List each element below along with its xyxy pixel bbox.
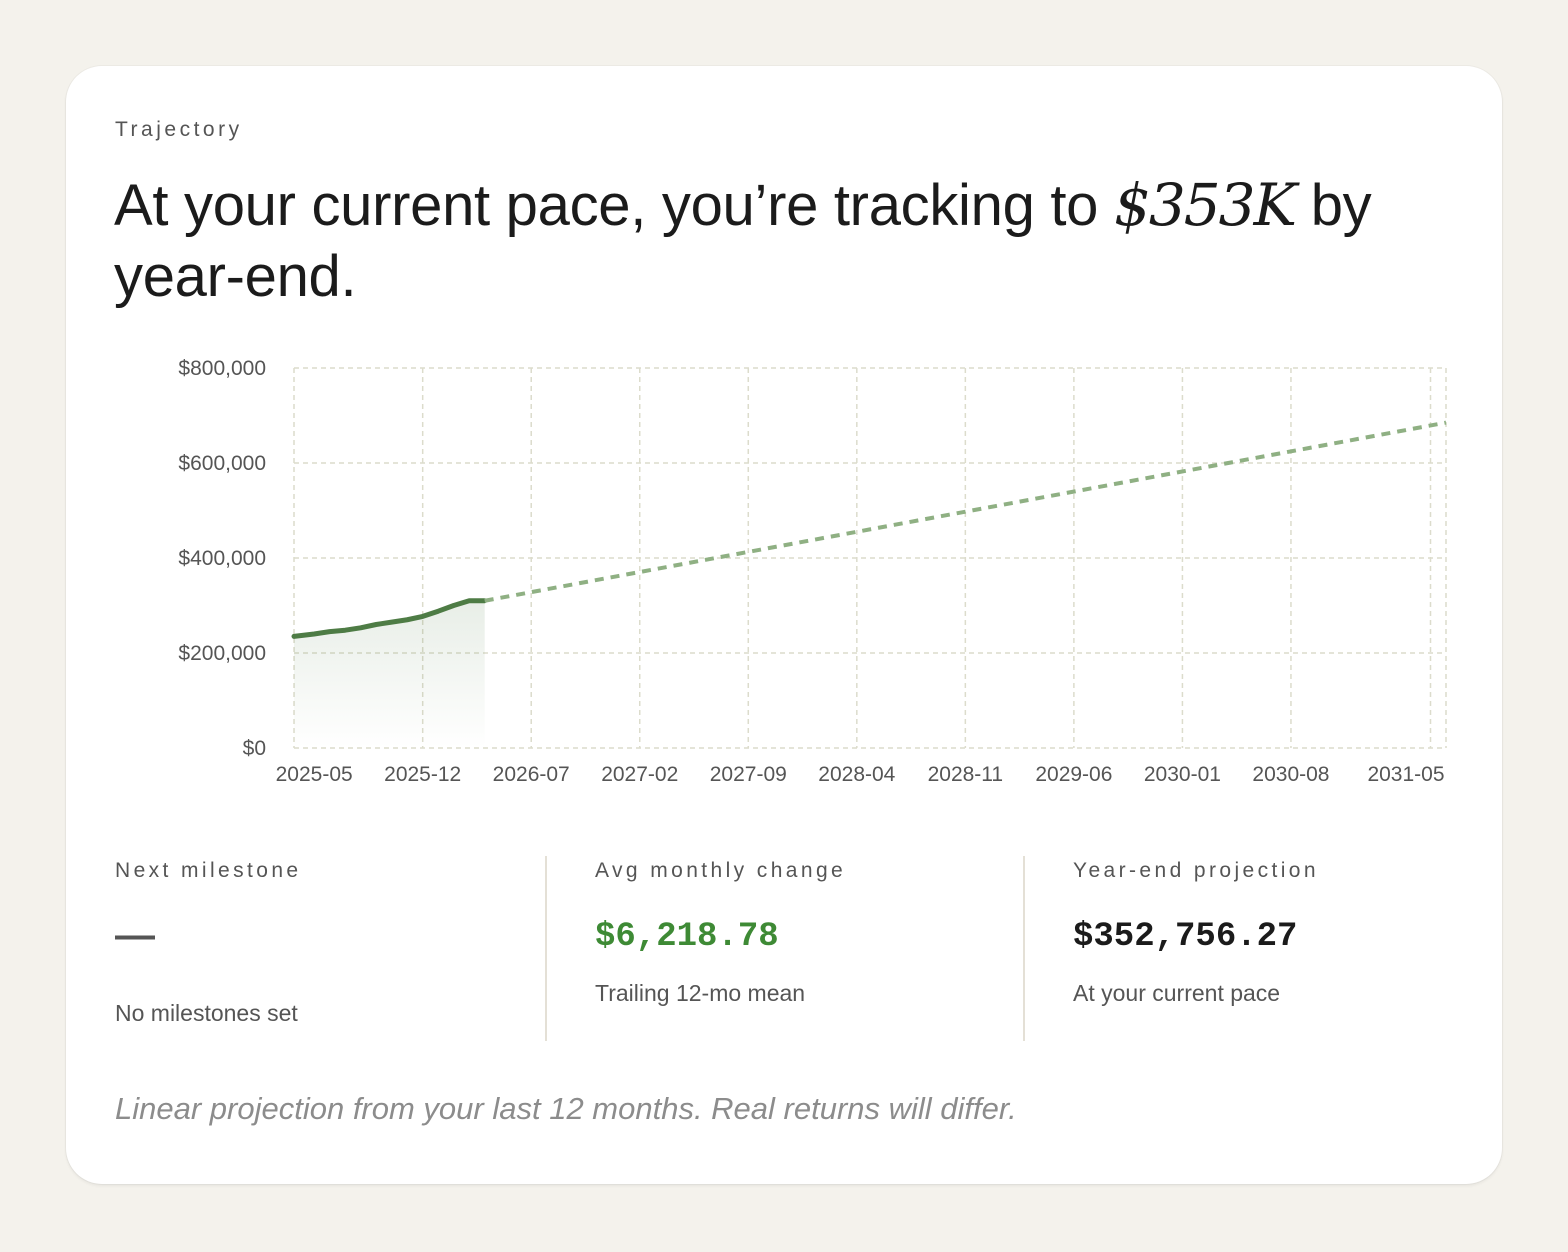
stat-avg-monthly-change: Avg monthly change $6,218.78 Trailing 12… <box>545 856 1023 1041</box>
headline-text-end: by year-end. <box>114 173 1372 309</box>
headline: At your current pace, you’re tracking to… <box>114 170 1444 312</box>
trajectory-card: Trajectory At your current pace, you’re … <box>66 66 1502 1184</box>
x-tick-label: 2027-02 <box>601 763 678 786</box>
x-tick-label: 2030-01 <box>1144 763 1221 786</box>
stat-value: — <box>115 913 155 957</box>
stats-row: Next milestone — No milestones set Avg m… <box>66 856 1502 1041</box>
footnote: Linear projection from your last 12 mont… <box>115 1091 1017 1126</box>
stat-value: $352,756.27 <box>1073 918 1298 956</box>
x-tick-label: 2029-06 <box>1035 763 1112 786</box>
history-line <box>291 598 488 639</box>
y-tick-label: $200,000 <box>178 642 266 665</box>
stat-label: Avg monthly change <box>595 859 847 882</box>
x-tick-label: 2028-11 <box>928 763 1004 786</box>
stat-subtext: At your current pace <box>1073 980 1281 1006</box>
stat-label: Next milestone <box>115 859 302 882</box>
stat-year-end-projection: Year-end projection $352,756.27 At your … <box>1023 856 1453 1041</box>
y-tick-label: $800,000 <box>178 358 266 380</box>
x-tick-label: 2025-05 <box>276 763 353 786</box>
trajectory-chart: $0 $200,000 $400,000 $600,000 $800,000 2025-0… <box>146 358 1496 798</box>
stat-value: $6,218.78 <box>595 918 779 956</box>
y-tick-label: $0 <box>243 737 266 760</box>
x-tick-label: 2028-04 <box>818 763 895 786</box>
x-tick-label: 2031-05 <box>1367 763 1444 786</box>
headline-text-start: At your current pace, you’re tracking to <box>114 173 1114 238</box>
x-tick-label: 2025-12 <box>384 763 461 786</box>
stat-label: Year-end projection <box>1073 859 1319 882</box>
y-tick-label: $400,000 <box>178 547 266 570</box>
stat-subtext: Trailing 12-mo mean <box>595 980 806 1006</box>
y-tick-label: $600,000 <box>178 452 266 475</box>
card-eyebrow: Trajectory <box>115 118 243 141</box>
x-tick-label: 2026-07 <box>493 763 570 786</box>
x-tick-label: 2027-09 <box>710 763 787 786</box>
stat-subtext: No milestones set <box>115 1000 298 1026</box>
x-tick-label: 2030-08 <box>1252 763 1329 786</box>
history-area <box>294 600 485 748</box>
stat-next-milestone: Next milestone — No milestones set <box>115 856 545 1041</box>
headline-amount: $353K <box>1113 171 1297 239</box>
chart-svg: $0 $200,000 $400,000 $600,000 $800,000 2025-0… <box>178 358 1447 786</box>
projection-line <box>484 420 1447 603</box>
